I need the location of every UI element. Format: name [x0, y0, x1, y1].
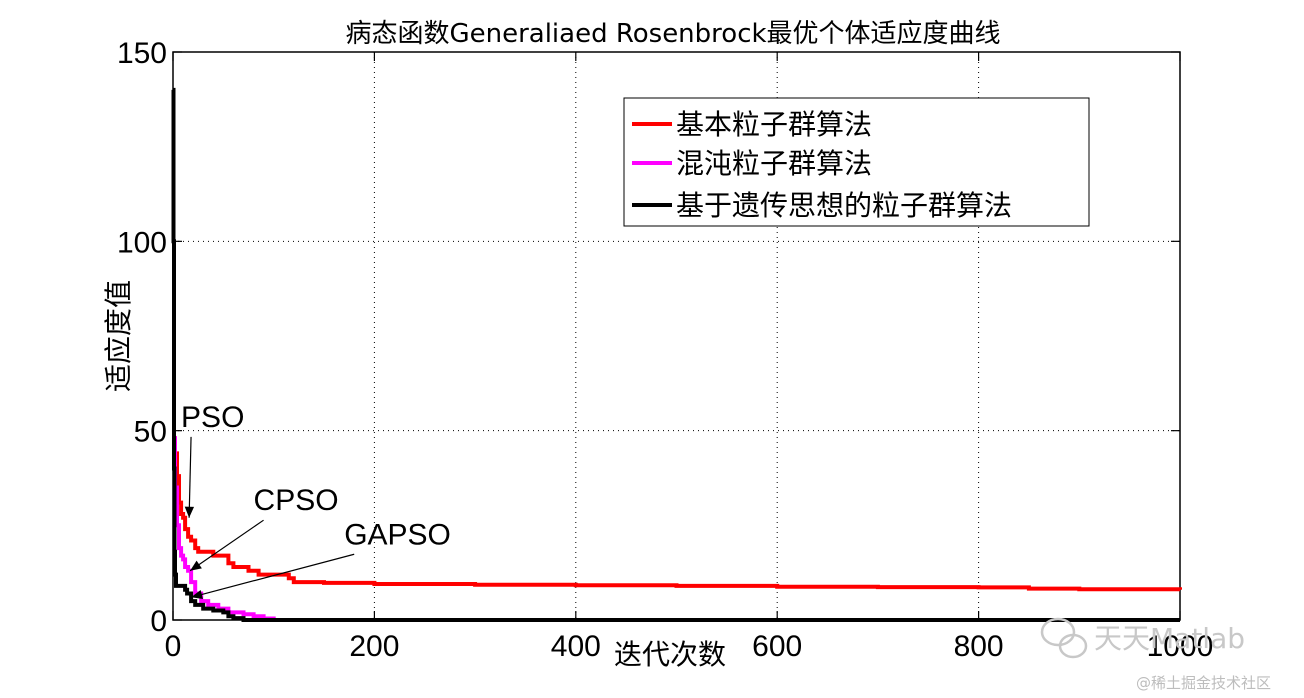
annotation-label: PSO [181, 401, 244, 434]
watermark-sub: @稀土掘金技术社区 [1136, 674, 1271, 692]
x-tick-label: 800 [954, 630, 1004, 663]
series-line-0 [173, 436, 1182, 592]
series-group [171, 87, 1182, 622]
annotation-arrow [190, 553, 355, 598]
y-tick-label: 150 [117, 37, 167, 70]
x-axis-label: 迭代次数 [614, 638, 726, 671]
x-tick-label: 1000 [1147, 630, 1214, 663]
chart-title: 病态函数Generaliaed Rosenbrock最优个体适应度曲线 [345, 19, 1000, 49]
legend-label-gapso: 基于遗传思想的粒子群算法 [676, 189, 1012, 222]
annotation-arrowhead [190, 560, 202, 571]
legend: 基本粒子群算法 混沌粒子群算法 基于遗传思想的粒子群算法 [623, 97, 1090, 227]
annotation-arrowhead [191, 589, 204, 599]
series-line-1 [173, 436, 1180, 622]
watermark: 天天Matlab @稀土掘金技术社区 [1040, 617, 1271, 692]
x-tick-label: 400 [551, 630, 601, 663]
annotation-label: GAPSO [344, 518, 451, 551]
y-tick-label: 0 [150, 605, 167, 638]
y-axis-label: 适应度值 [102, 280, 135, 392]
legend-box [623, 97, 1090, 227]
annotation-arrowhead [184, 506, 195, 518]
y-tick-label: 100 [117, 226, 167, 259]
wechat-icon [1040, 617, 1088, 659]
ticks: 0 200 400 600 800 1000 0 50 100 150 [117, 37, 1213, 663]
annotation-arrow [188, 436, 192, 518]
legend-label-cpso: 混沌粒子群算法 [676, 147, 872, 180]
series-line-2 [171, 87, 1180, 622]
y-tick-label: 50 [134, 416, 167, 449]
x-tick-label: 600 [752, 630, 802, 663]
legend-label-pso: 基本粒子群算法 [676, 108, 872, 141]
annotation-label: CPSO [254, 484, 339, 517]
x-tick-label: 200 [349, 630, 399, 663]
watermark-main: 天天Matlab [1094, 622, 1245, 655]
annotation-arrow [189, 519, 264, 572]
x-tick-label: 0 [165, 630, 182, 663]
